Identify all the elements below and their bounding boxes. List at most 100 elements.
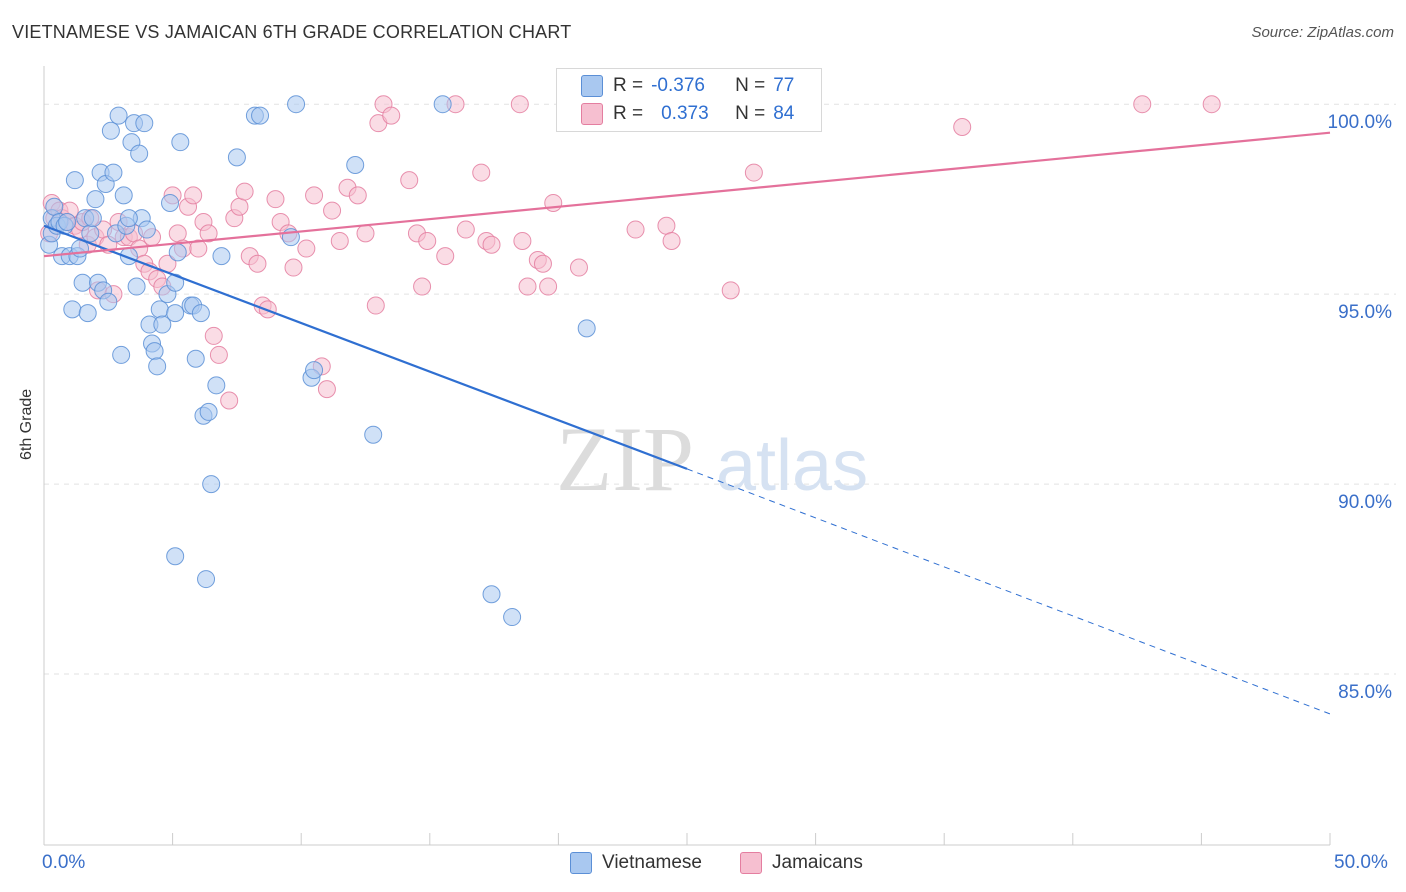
point-jamaicans [626,220,645,239]
point-jamaicans [356,224,375,243]
legend-item-jamaicans[interactable]: Jamaicans [740,852,863,874]
point-jamaicans [199,224,218,243]
point-jamaicans [518,277,537,296]
point-jamaicans [662,231,681,250]
point-vietnamese [364,425,383,444]
legend-label-jamaicans: Jamaicans [772,852,863,873]
trend-lines [43,131,1331,715]
point-jamaicans [204,326,223,345]
legend-n-label: N = [735,75,766,96]
point-vietnamese [346,155,365,174]
point-vietnamese [83,209,102,228]
legend-item-vietnamese[interactable]: Vietnamese [570,852,702,874]
point-jamaicans [744,163,763,182]
point-vietnamese [287,95,306,114]
legend-swatch-vietnamese [570,852,592,874]
legend-swatch-vietnamese [581,75,603,97]
point-jamaicans [456,220,475,239]
point-vietnamese [127,277,146,296]
point-jamaicans [366,296,385,315]
point-jamaicans [189,239,208,258]
point-vietnamese [81,224,100,243]
point-jamaicans [1133,95,1152,114]
point-vietnamese [130,144,149,163]
point-jamaicans [323,201,342,220]
legend-n-value: 77 [773,75,795,96]
point-vietnamese [577,319,596,338]
point-vietnamese [166,547,185,566]
point-jamaicans [209,345,228,364]
point-jamaicans [382,106,401,125]
point-jamaicans [305,186,324,205]
point-vietnamese [212,247,231,266]
legend-swatch-jamaicans [740,852,762,874]
point-vietnamese [153,315,172,334]
legend-row-vietnamese: R = -0.376 N = 77 [581,73,795,99]
point-jamaicans [569,258,588,277]
point-vietnamese [145,342,164,361]
point-jamaicans [657,216,676,235]
point-vietnamese [482,585,501,604]
point-vietnamese [112,345,131,364]
trend-line-vietnamese [43,224,688,470]
point-jamaicans [168,224,187,243]
point-vietnamese [191,304,210,323]
point-vietnamese [63,300,82,319]
point-vietnamese [45,197,64,216]
point-jamaicans [348,186,367,205]
source-label: Source: ZipAtlas.com [1251,24,1394,41]
point-vietnamese [199,402,218,421]
point-jamaicans [284,258,303,277]
point-jamaicans [413,277,432,296]
point-vietnamese [86,190,105,209]
point-jamaicans [436,247,455,266]
data-points [40,95,1221,627]
y-tick-label: 100.0% [1328,112,1393,133]
point-jamaicans [539,277,558,296]
point-vietnamese [109,106,128,125]
point-jamaicans [317,380,336,399]
watermark-atlas: atlas [716,426,868,506]
point-jamaicans [953,117,972,136]
axes [43,66,1331,846]
point-vietnamese [202,475,221,494]
point-vietnamese [150,300,169,319]
point-vietnamese [197,570,216,589]
point-jamaicans [297,239,316,258]
point-jamaicans [472,163,491,182]
legend-swatch-jamaicans [581,103,603,125]
point-vietnamese [433,95,452,114]
point-vietnamese [99,292,118,311]
point-vietnamese [503,608,522,627]
point-jamaicans [248,254,267,273]
point-vietnamese [65,171,84,190]
legend-r-value: -0.376 [651,75,705,96]
point-vietnamese [73,273,92,292]
x-tick-label-max: 50.0% [1334,852,1388,873]
point-vietnamese [168,243,187,262]
point-vietnamese [186,349,205,368]
tick-labels: 85.0% 90.0% 95.0% 100.0% [1328,112,1393,703]
legend-r-label: R = [613,103,644,124]
trend-line-jamaicans [43,131,1331,258]
point-vietnamese [227,148,246,167]
point-jamaicans [510,95,529,114]
legend-r-value: 0.373 [661,103,709,124]
point-jamaicans [418,231,437,250]
legend-stats: R = -0.376 N = 77 R = 0.373 N = 84 [556,68,822,132]
point-vietnamese [137,220,156,239]
point-jamaicans [266,190,285,209]
y-tick-label: 95.0% [1338,302,1392,323]
point-vietnamese [135,114,154,133]
point-jamaicans [230,197,249,216]
point-jamaicans [400,171,419,190]
x-tick-label-min: 0.0% [42,852,86,873]
point-vietnamese [171,133,190,152]
point-vietnamese [207,376,226,395]
point-jamaicans [482,235,501,254]
point-jamaicans [330,231,349,250]
point-vietnamese [161,193,180,212]
watermark-zip: ZIP [556,408,694,510]
legend-n-label: N = [735,103,766,124]
